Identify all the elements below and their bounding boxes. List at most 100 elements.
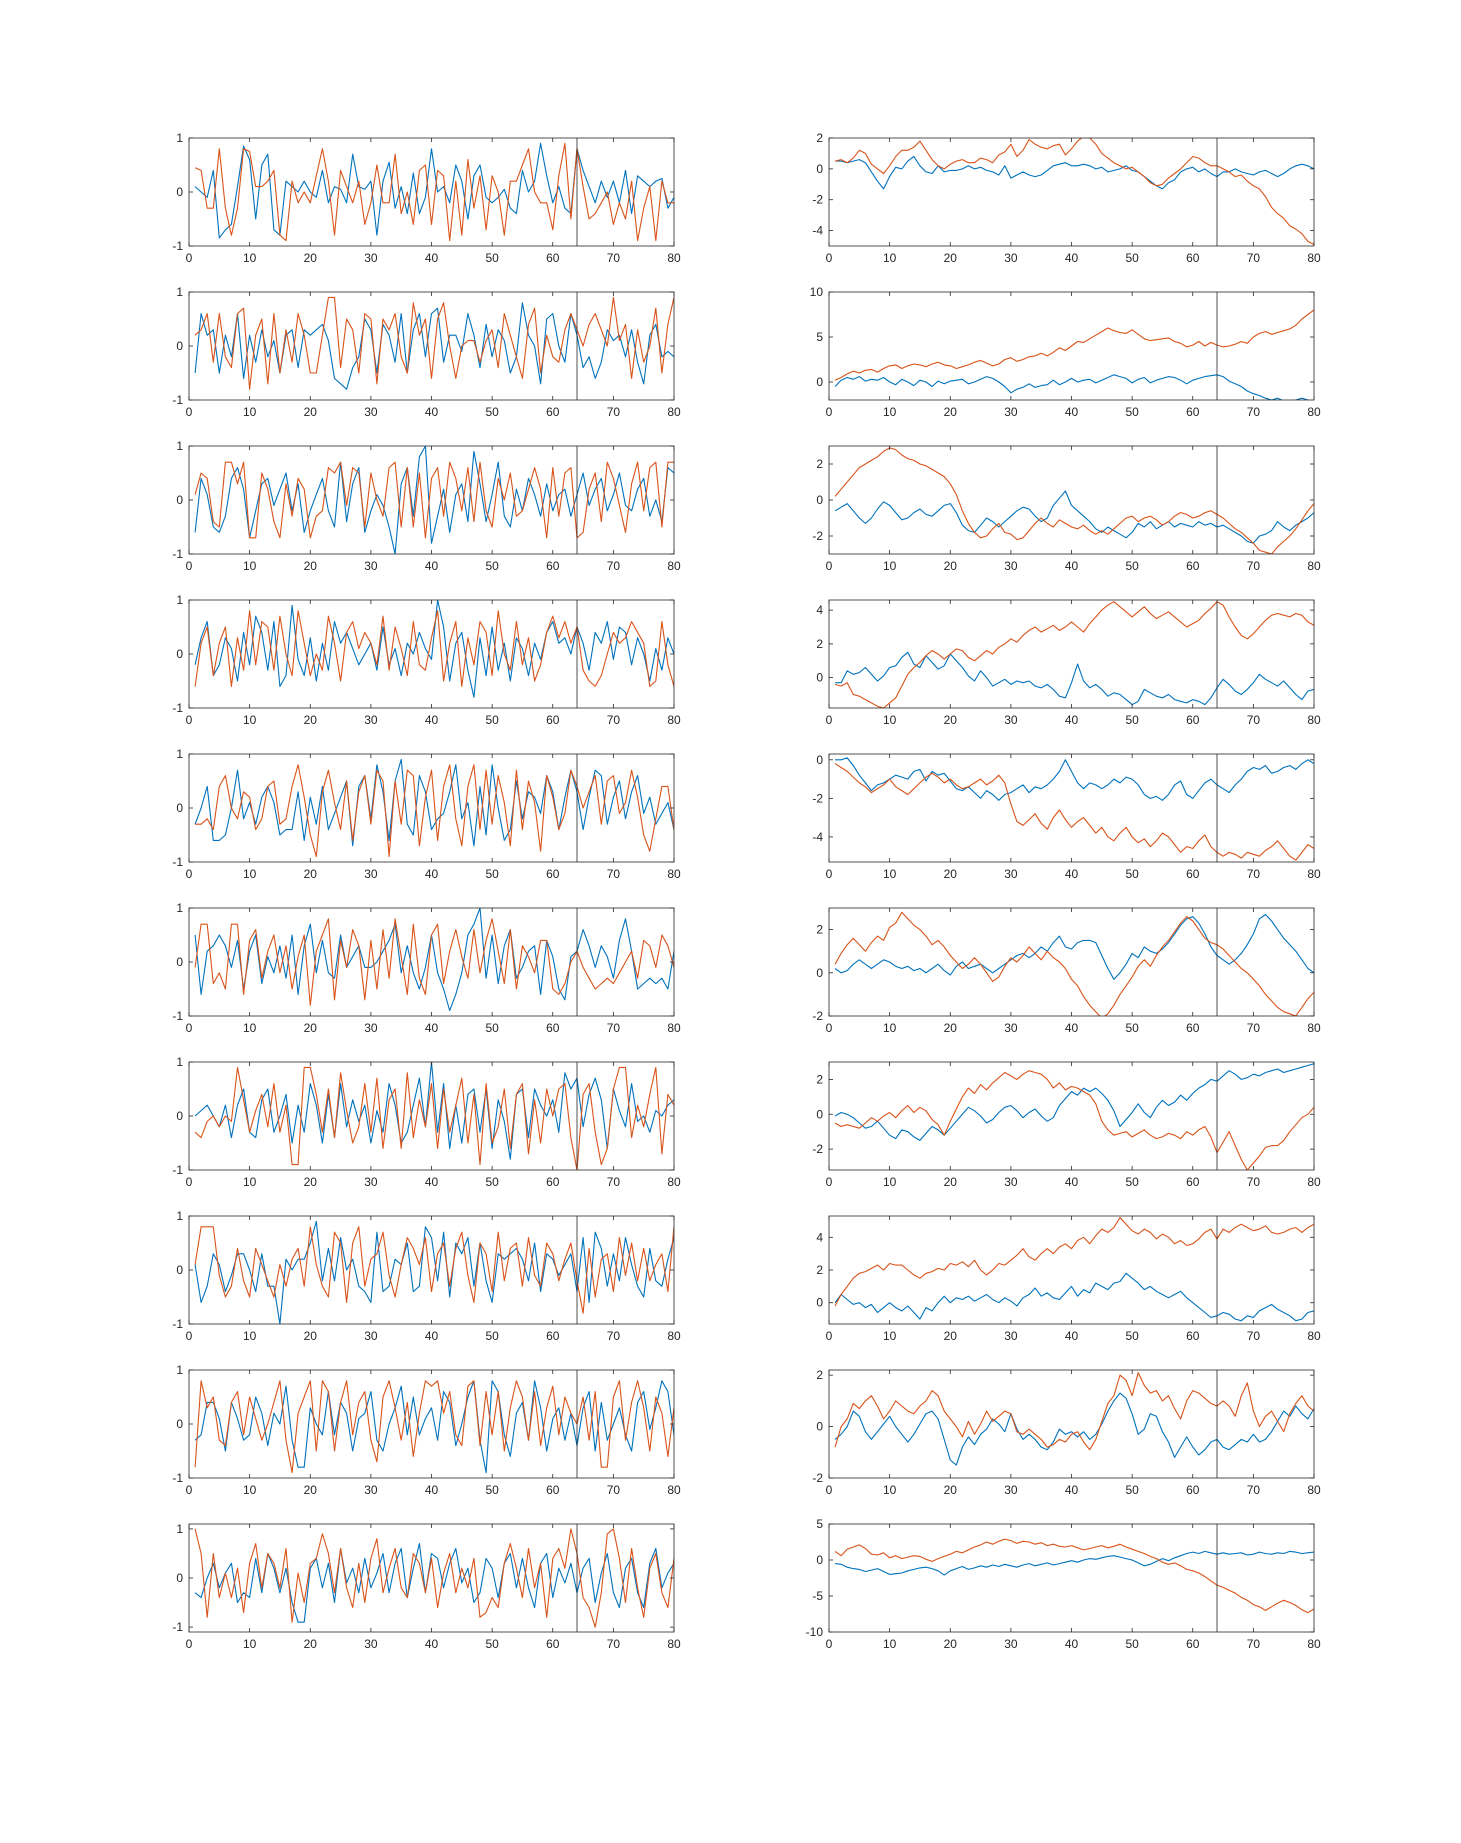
panel-r6-right-background bbox=[829, 908, 1314, 1016]
panel-r6-left-series-1-line bbox=[194, 908, 674, 1012]
panel-r9-right-xtick-label-0: 0 bbox=[826, 1483, 833, 1497]
panel-r3-right-xtick-label-30: 30 bbox=[1004, 559, 1018, 573]
panel-r5-right-series-2-line bbox=[834, 763, 1314, 861]
panel-r7-right: 0 10 20 30 40 50 60 70 80 -2 0 2 bbox=[812, 1061, 1321, 1189]
panel-r3-right-xtick-label-20: 20 bbox=[944, 559, 958, 573]
panel-r2-right-xtick-label-20: 20 bbox=[944, 405, 958, 419]
panel-r4-right-xtick-label-50: 50 bbox=[1125, 713, 1139, 727]
panel-r6-left-xtick-label-60: 60 bbox=[546, 1021, 560, 1035]
panel-r2-right-ytick-label-5: 5 bbox=[816, 330, 823, 344]
panel-r6-right-ytick-label--2: -2 bbox=[812, 1009, 823, 1023]
panel-r2-left-ytick-label-0: 0 bbox=[176, 339, 183, 353]
panel-r5-left-xtick-label-10: 10 bbox=[243, 867, 257, 881]
panel-r2-left-ytick-label--1: -1 bbox=[172, 393, 183, 407]
panel-r7-left-xtick-label-60: 60 bbox=[546, 1175, 560, 1189]
panel-r3-left-series-2-line bbox=[194, 461, 674, 539]
panel-r5-left-ytick-label-0: 0 bbox=[176, 801, 183, 815]
panel-r2-left-xtick-label-20: 20 bbox=[304, 405, 318, 419]
panel-r6-left-xtick-label-0: 0 bbox=[186, 1021, 193, 1035]
panel-r4-right-xtick-label-40: 40 bbox=[1065, 713, 1079, 727]
panel-r5-right-series-1-line bbox=[835, 757, 1314, 801]
panel-r6-left-xtick-label-10: 10 bbox=[243, 1021, 257, 1035]
panel-r1-left-ytick-label-1: 1 bbox=[176, 131, 183, 145]
panel-r3-right-xtick-label-60: 60 bbox=[1186, 559, 1200, 573]
panel-r9-right-xtick-label-50: 50 bbox=[1125, 1483, 1139, 1497]
panel-r4-right-ytick-label-4: 4 bbox=[816, 603, 823, 617]
panel-r4-right-xtick-label-60: 60 bbox=[1186, 713, 1200, 727]
panel-r7-right-xtick-label-70: 70 bbox=[1247, 1175, 1261, 1189]
panel-r9-left-xtick-label-10: 10 bbox=[243, 1483, 257, 1497]
panel-r4-right-xtick-label-30: 30 bbox=[1004, 713, 1018, 727]
panel-r1-left-xtick-label-70: 70 bbox=[607, 251, 621, 265]
panel-r5-right-xtick-label-80: 80 bbox=[1307, 867, 1321, 881]
panel-r3-left-ytick-label-0: 0 bbox=[176, 493, 183, 507]
panel-r9-right-xtick-label-30: 30 bbox=[1004, 1483, 1018, 1497]
panel-r6-right-xtick-label-30: 30 bbox=[1004, 1021, 1018, 1035]
panel-r1-right-series-1-line bbox=[835, 155, 1314, 190]
panel-r10-left-xtick-label-10: 10 bbox=[243, 1637, 257, 1651]
panel-r7-right-ytick-label-0: 0 bbox=[816, 1107, 823, 1121]
panel-r10-right-series-2-line bbox=[834, 1538, 1314, 1614]
panel-r8-left-xtick-label-10: 10 bbox=[243, 1329, 257, 1343]
panel-r2-right-xtick-label-0: 0 bbox=[826, 405, 833, 419]
panel-r4-left-series-2-line bbox=[194, 610, 674, 687]
panel-r6-left-xtick-label-30: 30 bbox=[364, 1021, 378, 1035]
panel-r5-left-xtick-label-60: 60 bbox=[546, 867, 560, 881]
panel-r8-left-xtick-label-60: 60 bbox=[546, 1329, 560, 1343]
panel-r5-left-xtick-label-70: 70 bbox=[607, 867, 621, 881]
panel-r7-left-xtick-label-0: 0 bbox=[186, 1175, 193, 1189]
panel-r6-right-xtick-label-0: 0 bbox=[826, 1021, 833, 1035]
panel-r2-right-xtick-label-80: 80 bbox=[1307, 405, 1321, 419]
panel-r7-right-xtick-label-50: 50 bbox=[1125, 1175, 1139, 1189]
panel-r4-left: 0 10 20 30 40 50 60 70 80-101 bbox=[172, 593, 681, 727]
panel-r10-right-xtick-label-80: 80 bbox=[1307, 1637, 1321, 1651]
panel-r7-left-series-1-line bbox=[194, 1062, 674, 1160]
panel-r6-left-ytick-label-1: 1 bbox=[176, 901, 183, 915]
panel-r1-left-series-1-line bbox=[194, 142, 674, 239]
panel-r9-left-xtick-label-70: 70 bbox=[607, 1483, 621, 1497]
panel-r2-right-series-2-line bbox=[834, 309, 1314, 381]
panel-r8-left-series-1-line bbox=[194, 1220, 674, 1324]
panel-r7-right-background bbox=[829, 1062, 1314, 1170]
panel-r5-left-xtick-label-80: 80 bbox=[667, 867, 681, 881]
panel-r10-right-ytick-label-0: 0 bbox=[816, 1553, 823, 1567]
panel-r9-left-background bbox=[189, 1370, 674, 1478]
panel-r3-right-ytick-label-2: 2 bbox=[816, 457, 823, 471]
panel-r2-left-xtick-label-40: 40 bbox=[425, 405, 439, 419]
panel-r1-left-xtick-label-60: 60 bbox=[546, 251, 560, 265]
panel-r10-left-background bbox=[189, 1524, 674, 1632]
panel-r4-left-xtick-label-20: 20 bbox=[304, 713, 318, 727]
panel-r1-right-xtick-label-0: 0 bbox=[826, 251, 833, 265]
panel-r3-right-xtick-label-40: 40 bbox=[1065, 559, 1079, 573]
panel-r4-left-xtick-label-80: 80 bbox=[667, 713, 681, 727]
panel-r7-left-ytick-label-1: 1 bbox=[176, 1055, 183, 1069]
panel-r8-left-xtick-label-50: 50 bbox=[485, 1329, 499, 1343]
panel-r7-right-series-2-line bbox=[834, 1070, 1314, 1170]
panel-r6-left-background bbox=[189, 908, 674, 1016]
panel-r10-right-background bbox=[829, 1524, 1314, 1632]
panel-r8-left-ytick-label-0: 0 bbox=[176, 1263, 183, 1277]
panel-r1-left: 0 10 20 30 40 50 60 70 80-101 bbox=[172, 131, 681, 265]
panel-r3-right-xtick-label-10: 10 bbox=[883, 559, 897, 573]
panel-r10-left-xtick-label-50: 50 bbox=[485, 1637, 499, 1651]
panel-r8-left-xtick-label-20: 20 bbox=[304, 1329, 318, 1343]
panel-r10-right-xtick-label-10: 10 bbox=[883, 1637, 897, 1651]
panel-r2-right-xtick-label-40: 40 bbox=[1065, 405, 1079, 419]
panel-r8-right-xtick-label-50: 50 bbox=[1125, 1329, 1139, 1343]
panel-r5-left-ytick-label-1: 1 bbox=[176, 747, 183, 761]
panel-r1-left-series-2-line bbox=[194, 142, 674, 242]
panel-r4-left-xtick-label-60: 60 bbox=[546, 713, 560, 727]
panel-r6-left-xtick-label-20: 20 bbox=[304, 1021, 318, 1035]
panel-r2-left-xtick-label-60: 60 bbox=[546, 405, 560, 419]
panel-r7-left-xtick-label-50: 50 bbox=[485, 1175, 499, 1189]
panel-r1-left-xtick-label-30: 30 bbox=[364, 251, 378, 265]
panel-r2-left-xtick-label-0: 0 bbox=[186, 405, 193, 419]
panel-r10-right-series-1-line bbox=[835, 1550, 1314, 1576]
panel-r8-right-ytick-label-4: 4 bbox=[816, 1230, 823, 1244]
panel-r2-left-xtick-label-10: 10 bbox=[243, 405, 257, 419]
panel-r9-right-ytick-label-0: 0 bbox=[816, 1420, 823, 1434]
panel-r1-left-ytick-label--1: -1 bbox=[172, 239, 183, 253]
panel-r2-right-ytick-label-0: 0 bbox=[816, 375, 823, 389]
panel-r7-left-series-2-line bbox=[194, 1066, 674, 1170]
